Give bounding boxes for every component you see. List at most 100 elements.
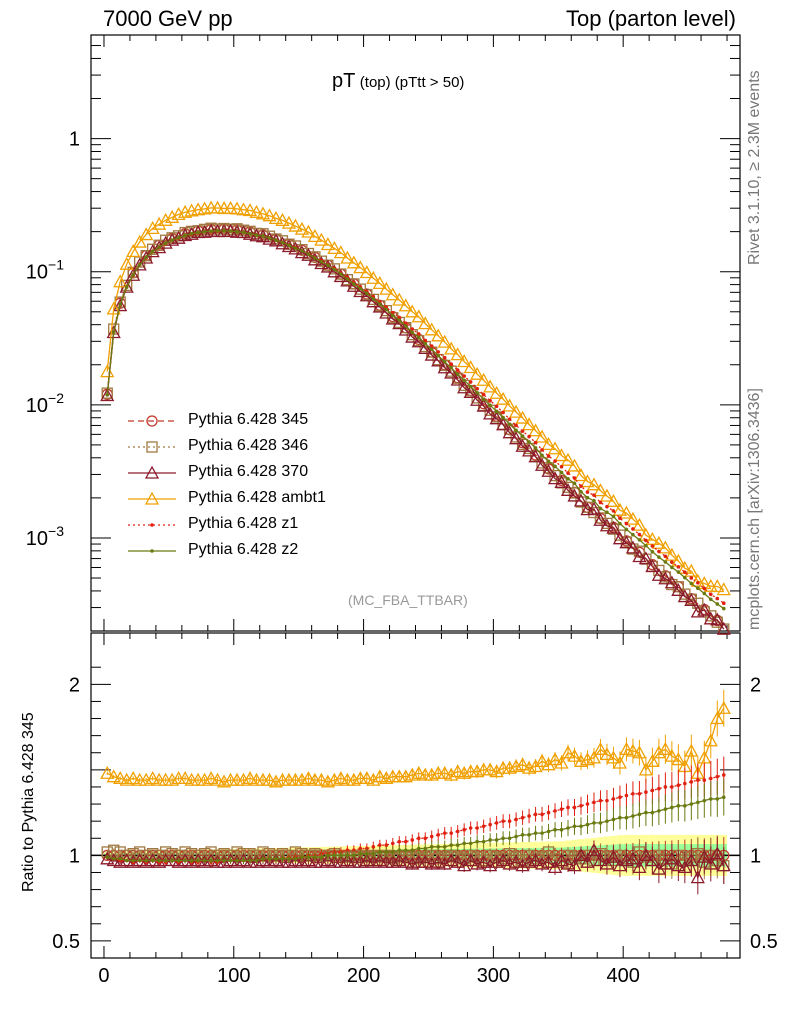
series-4-ratio-point [644,790,648,794]
series-5-ratio-point [202,858,207,863]
series-3-ratio-point [632,745,647,759]
series-5-point [403,324,408,328]
series-4-ratio-point [436,833,441,837]
series-5-ratio-point [293,856,298,861]
series-5-ratio-point [579,824,583,829]
series-5-ratio-point [462,841,466,846]
series-3-point [658,540,673,554]
series-5-point [462,378,466,383]
series-3-ratio-point [359,771,374,785]
series-2-point [411,334,426,348]
series-4-point [540,448,544,452]
series-2-point [612,531,628,545]
series-2-ratio-point [547,859,563,873]
series-4-ratio-point [715,774,720,779]
series-1-point [140,250,152,262]
legend-entry-label: Pythia 6.428 z2 [188,541,299,558]
series-5-point [572,481,577,486]
series-4-ratio-point [663,785,668,789]
series-5-point [546,459,551,464]
series-5-point [352,282,356,286]
series-4-point [403,321,408,326]
ratio-y-axis-label: Ratio to Pythia 6.428 345 [20,712,37,892]
series-2-ratio-point [593,853,608,867]
series-5-point [507,422,512,427]
series-4-point [423,338,428,343]
series-2-ratio-point [599,856,615,870]
series-3-point [457,354,472,368]
series-2-point [619,535,634,549]
series-2-point [385,311,400,325]
series-5-point [520,434,525,438]
series-2-point [476,398,491,412]
series-5-ratio-point [533,831,538,835]
series-3-point [372,275,387,290]
series-4-point [410,327,415,331]
series-5-point [300,249,304,253]
series-5-ratio-point [520,833,525,837]
series-4-ratio-point [624,793,629,798]
series-5-ratio-point [189,858,194,863]
series-5-ratio-point [313,855,317,859]
series-2-ratio-point [515,858,530,872]
series-1-point [601,517,613,530]
series-5-point [267,236,272,240]
series-5-ratio-point [553,827,557,832]
series-5-ratio-point [410,848,415,853]
series-4-point [468,380,473,384]
series-3-ratio-point [489,764,504,778]
series-5-point [183,233,187,238]
series-2-ratio-point [398,854,413,868]
series-3-point [496,391,511,405]
series-4-point [566,471,570,475]
series-5-point [527,440,531,444]
series-4-point [696,580,700,585]
series-3-point [554,448,569,462]
series-5-ratio-point [637,812,642,817]
series-3-point [398,298,413,312]
series-5-ratio-point [585,822,590,827]
series-4-ratio-point [657,786,661,791]
series-2-ratio-point [476,854,491,868]
series-3-point [418,316,433,330]
series-3-ratio-point [450,764,465,778]
series-5-ratio-point [326,853,330,858]
series-4-ratio-point [403,839,408,844]
series-3-point [392,292,407,306]
series-3-point [450,347,465,361]
series-5-point [235,229,239,234]
series-4-ratio-point [520,815,525,820]
series-5-point [390,313,395,318]
series-2-point [100,388,115,402]
series-4-ratio-point [566,805,570,810]
series-3-ratio-line [106,707,725,783]
series-3-point [424,322,439,336]
series-2-point [664,575,679,589]
series-2-ratio-point [573,848,589,862]
series-4-ratio-point [605,798,609,803]
plot-title-sub: (top) (pTtt > 50) [359,74,465,91]
series-3-point [165,209,180,223]
series-5-point [618,521,622,526]
series-5-ratio-point [267,856,272,861]
series-2-point [638,551,653,565]
series-2-point [625,540,641,554]
series-2-ratio-point [301,853,316,867]
series-3-point [158,212,173,226]
x-tick-label: 400 [606,965,639,987]
series-3-point [411,309,426,323]
series-3-point [405,304,420,318]
legend [128,415,176,553]
series-3-point [307,228,322,243]
header-beam-label: 7000 GeV pp [103,6,233,31]
series-5-ratio-point [436,845,441,849]
series-2-point [158,235,173,249]
series-4-ratio-point [429,834,434,839]
legend-marker-5 [150,549,154,553]
series-3-point [444,341,459,355]
series-5-ratio-point [540,831,544,835]
series-5-ratio-point [423,846,428,851]
series-3-ratio-point [671,752,686,766]
series-2-ratio-point [677,859,692,873]
